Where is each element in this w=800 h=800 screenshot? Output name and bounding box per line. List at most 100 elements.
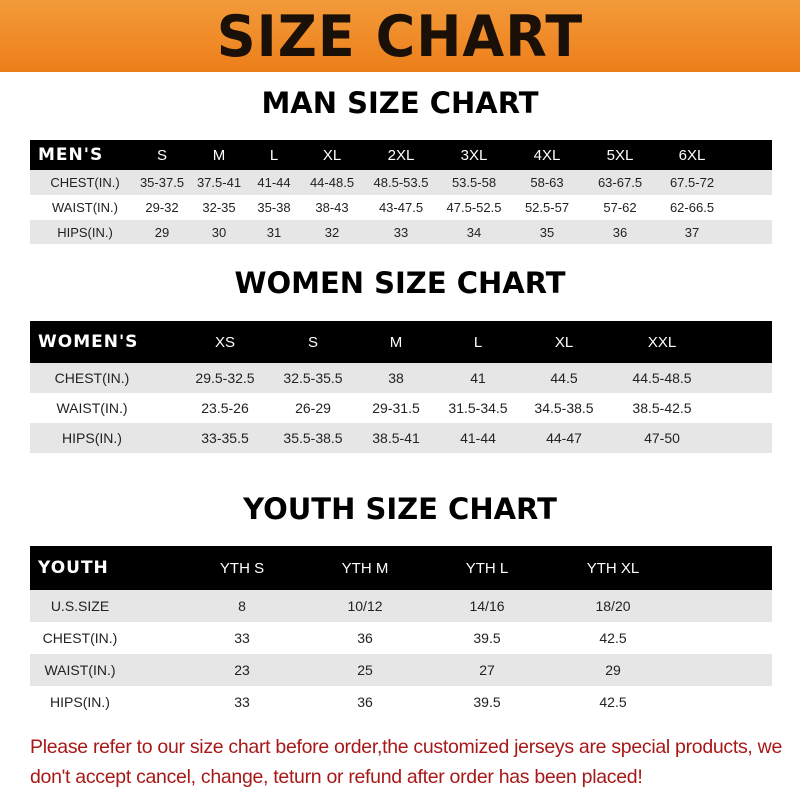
banner-title: SIZE CHART: [216, 2, 584, 70]
table-cell: M: [212, 146, 226, 164]
measure-label: HIPS(IN.): [50, 694, 110, 710]
men-chart-title: MAN SIZE CHART: [261, 86, 539, 120]
table-cell: 38: [388, 370, 404, 386]
table-cell: 5XL: [606, 146, 634, 164]
table-cell: 39.5: [473, 694, 501, 710]
table-cell: 41-44: [460, 430, 496, 446]
table-cell: 8: [238, 598, 246, 614]
table-cell: 29.5-32.5: [195, 370, 255, 386]
table-cell: 44.5-48.5: [632, 370, 692, 386]
table-row: WAIST(IN.) 23 25 27 29: [30, 654, 772, 686]
table-header-row: YOUTH YTH S YTH M YTH L YTH XL: [30, 546, 772, 590]
table-cell: 53.5-58: [451, 175, 497, 190]
table-cell: 44-47: [546, 430, 582, 446]
table-cell: 35.5-38.5: [283, 430, 343, 446]
table-cell: XL: [554, 333, 574, 351]
table-cell: YTH L: [465, 559, 509, 577]
table-row: WAIST(IN.) 29-32 32-35 35-38 38-43 43-47.5 47.…: [30, 195, 772, 220]
measure-label: WAIST(IN.): [44, 662, 116, 678]
table-row: U.S.SIZE 8 10/12 14/16 18/20: [30, 590, 772, 622]
table-cell: 34.5-38.5: [534, 400, 594, 416]
table-row: HIPS(IN.) 33 36 39.5 42.5: [30, 686, 772, 718]
table-cell: 44-48.5: [309, 175, 355, 190]
table-cell: 36: [612, 224, 628, 240]
table-cell: 2XL: [387, 146, 415, 164]
table-row: HIPS(IN.) 29 30 31 32 33 34 35 36 37: [30, 220, 772, 244]
measure-label: CHEST(IN.): [50, 175, 120, 190]
table-cell: 38.5-41: [372, 430, 420, 446]
women-chart-title: WOMEN SIZE CHART: [234, 266, 566, 300]
table-cell: 41-44: [257, 175, 291, 190]
table-cell: YTH XL: [586, 559, 640, 577]
table-cell: 33: [234, 630, 250, 646]
table-row: WAIST(IN.) 23.5-26 26-29 29-31.5 31.5-34.5 34…: [30, 393, 772, 423]
size-chart-banner: SIZE CHART: [0, 0, 800, 72]
table-title-cell: WOMEN'S: [38, 332, 139, 352]
table-row: HIPS(IN.) 33-35.5 35.5-38.5 38.5-41 41-44 44-…: [30, 423, 772, 453]
table-cell: 35-38: [257, 200, 291, 215]
table-cell: 47.5-52.5: [446, 200, 502, 215]
table-cell: 10/12: [347, 598, 383, 614]
table-row: CHEST(IN.) 33 36 39.5 42.5: [30, 622, 772, 654]
table-cell: 62-66.5: [669, 200, 715, 215]
measure-label: HIPS(IN.): [57, 224, 113, 240]
table-cell: 33-35.5: [201, 430, 249, 446]
table-cell: M: [389, 333, 403, 351]
table-cell: 32-35: [202, 200, 236, 215]
table-cell: 57-62: [603, 200, 637, 215]
measure-label: CHEST(IN.): [42, 630, 118, 646]
table-cell: XS: [214, 333, 236, 351]
table-cell: 31: [266, 224, 282, 240]
table-cell: YTH S: [219, 559, 265, 577]
order-notice: Please refer to our size chart before or…: [30, 736, 782, 788]
table-cell: 3XL: [460, 146, 488, 164]
men-size-table: MEN'S S M L XL 2XL 3XL 4XL 5XL 6XL CHEST(IN.) 35-37…: [30, 140, 772, 244]
table-cell: 33: [393, 224, 409, 240]
table-cell: 30: [211, 224, 227, 240]
table-cell: 33: [234, 694, 250, 710]
table-cell: 41: [470, 370, 486, 386]
table-cell: L: [473, 333, 483, 351]
table-title-cell: MEN'S: [38, 145, 104, 165]
table-row: CHEST(IN.) 29.5-32.5 32.5-35.5 38 41 44.5 44.5…: [30, 363, 772, 393]
table-cell: YTH M: [341, 559, 389, 577]
table-cell: 35-37.5: [139, 175, 185, 190]
table-cell: 63-67.5: [597, 175, 643, 190]
table-cell: 26-29: [295, 400, 331, 416]
table-header-row: WOMEN'S XS S M L XL XXL: [30, 321, 772, 363]
table-cell: 32.5-35.5: [283, 370, 343, 386]
table-cell: 52.5-57: [524, 200, 570, 215]
table-header-row: MEN'S S M L XL 2XL 3XL 4XL 5XL 6XL: [30, 140, 772, 170]
table-cell: L: [269, 146, 279, 164]
table-cell: 38.5-42.5: [632, 400, 692, 416]
table-cell: 23: [234, 662, 250, 678]
table-cell: 31.5-34.5: [448, 400, 508, 416]
table-cell: 27: [479, 662, 495, 678]
table-cell: XL: [322, 146, 342, 164]
table-cell: 14/16: [469, 598, 505, 614]
women-size-table: WOMEN'S XS S M L XL XXL CHEST(IN.) 29.5-32.5 32.5…: [30, 321, 772, 453]
table-cell: 37.5-41: [196, 175, 242, 190]
table-cell: 32: [324, 224, 340, 240]
table-cell: 4XL: [533, 146, 561, 164]
table-cell: 25: [357, 662, 373, 678]
table-cell: 18/20: [595, 598, 631, 614]
measure-label: CHEST(IN.): [54, 370, 130, 386]
table-cell: 29-31.5: [372, 400, 420, 416]
measure-label: WAIST(IN.): [52, 200, 118, 215]
table-cell: 39.5: [473, 630, 501, 646]
table-cell: 38-43: [315, 200, 349, 215]
measure-label: WAIST(IN.): [56, 400, 128, 416]
table-cell: 29: [154, 224, 170, 240]
table-cell: 6XL: [678, 146, 706, 164]
table-cell: 44.5: [550, 370, 578, 386]
table-cell: 48.5-53.5: [373, 175, 429, 190]
youth-size-table: YOUTH YTH S YTH M YTH L YTH XL U.S.SIZE 8 10/12…: [30, 546, 772, 718]
measure-label: HIPS(IN.): [62, 430, 122, 446]
table-cell: 36: [357, 630, 373, 646]
table-cell: 67.5-72: [669, 175, 715, 190]
table-row: CHEST(IN.) 35-37.5 37.5-41 41-44 44-48.5 48.5…: [30, 170, 772, 195]
table-cell: 42.5: [599, 694, 627, 710]
measure-label: U.S.SIZE: [50, 598, 110, 614]
table-cell: 36: [357, 694, 373, 710]
